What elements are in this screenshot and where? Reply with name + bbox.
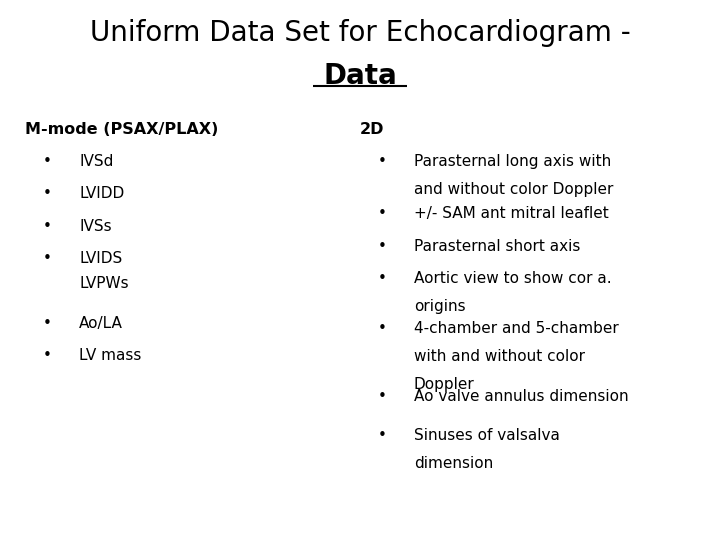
Text: LVPWs: LVPWs	[79, 276, 129, 292]
Text: with and without color: with and without color	[414, 349, 585, 364]
Text: +/- SAM ant mitral leaflet: +/- SAM ant mitral leaflet	[414, 206, 608, 221]
Text: LV mass: LV mass	[79, 348, 142, 363]
Text: origins: origins	[414, 299, 466, 314]
Text: Uniform Data Set for Echocardiogram -: Uniform Data Set for Echocardiogram -	[89, 19, 631, 47]
Text: and without color Doppler: and without color Doppler	[414, 182, 613, 197]
Text: •: •	[378, 321, 387, 336]
Text: 4-chamber and 5-chamber: 4-chamber and 5-chamber	[414, 321, 618, 336]
Text: dimension: dimension	[414, 456, 493, 471]
Text: Ao valve annulus dimension: Ao valve annulus dimension	[414, 389, 629, 404]
Text: •: •	[43, 251, 52, 266]
Text: •: •	[378, 154, 387, 169]
Text: •: •	[378, 206, 387, 221]
Text: •: •	[43, 154, 52, 169]
Text: Parasternal long axis with: Parasternal long axis with	[414, 154, 611, 169]
Text: LVIDS: LVIDS	[79, 251, 122, 266]
Text: Ao/LA: Ao/LA	[79, 316, 123, 331]
Text: •: •	[43, 186, 52, 201]
Text: Sinuses of valsalva: Sinuses of valsalva	[414, 428, 560, 443]
Text: •: •	[378, 428, 387, 443]
Text: IVSd: IVSd	[79, 154, 114, 169]
Text: •: •	[378, 389, 387, 404]
Text: •: •	[43, 219, 52, 234]
Text: LVIDD: LVIDD	[79, 186, 125, 201]
Text: M-mode (PSAX/PLAX): M-mode (PSAX/PLAX)	[25, 122, 219, 137]
Text: •: •	[378, 239, 387, 254]
Text: Aortic view to show cor a.: Aortic view to show cor a.	[414, 271, 611, 286]
Text: Parasternal short axis: Parasternal short axis	[414, 239, 580, 254]
Text: Doppler: Doppler	[414, 377, 474, 393]
Text: •: •	[43, 316, 52, 331]
Text: •: •	[378, 271, 387, 286]
Text: 2D: 2D	[360, 122, 384, 137]
Text: Data: Data	[323, 62, 397, 90]
Text: IVSs: IVSs	[79, 219, 112, 234]
Text: •: •	[43, 348, 52, 363]
